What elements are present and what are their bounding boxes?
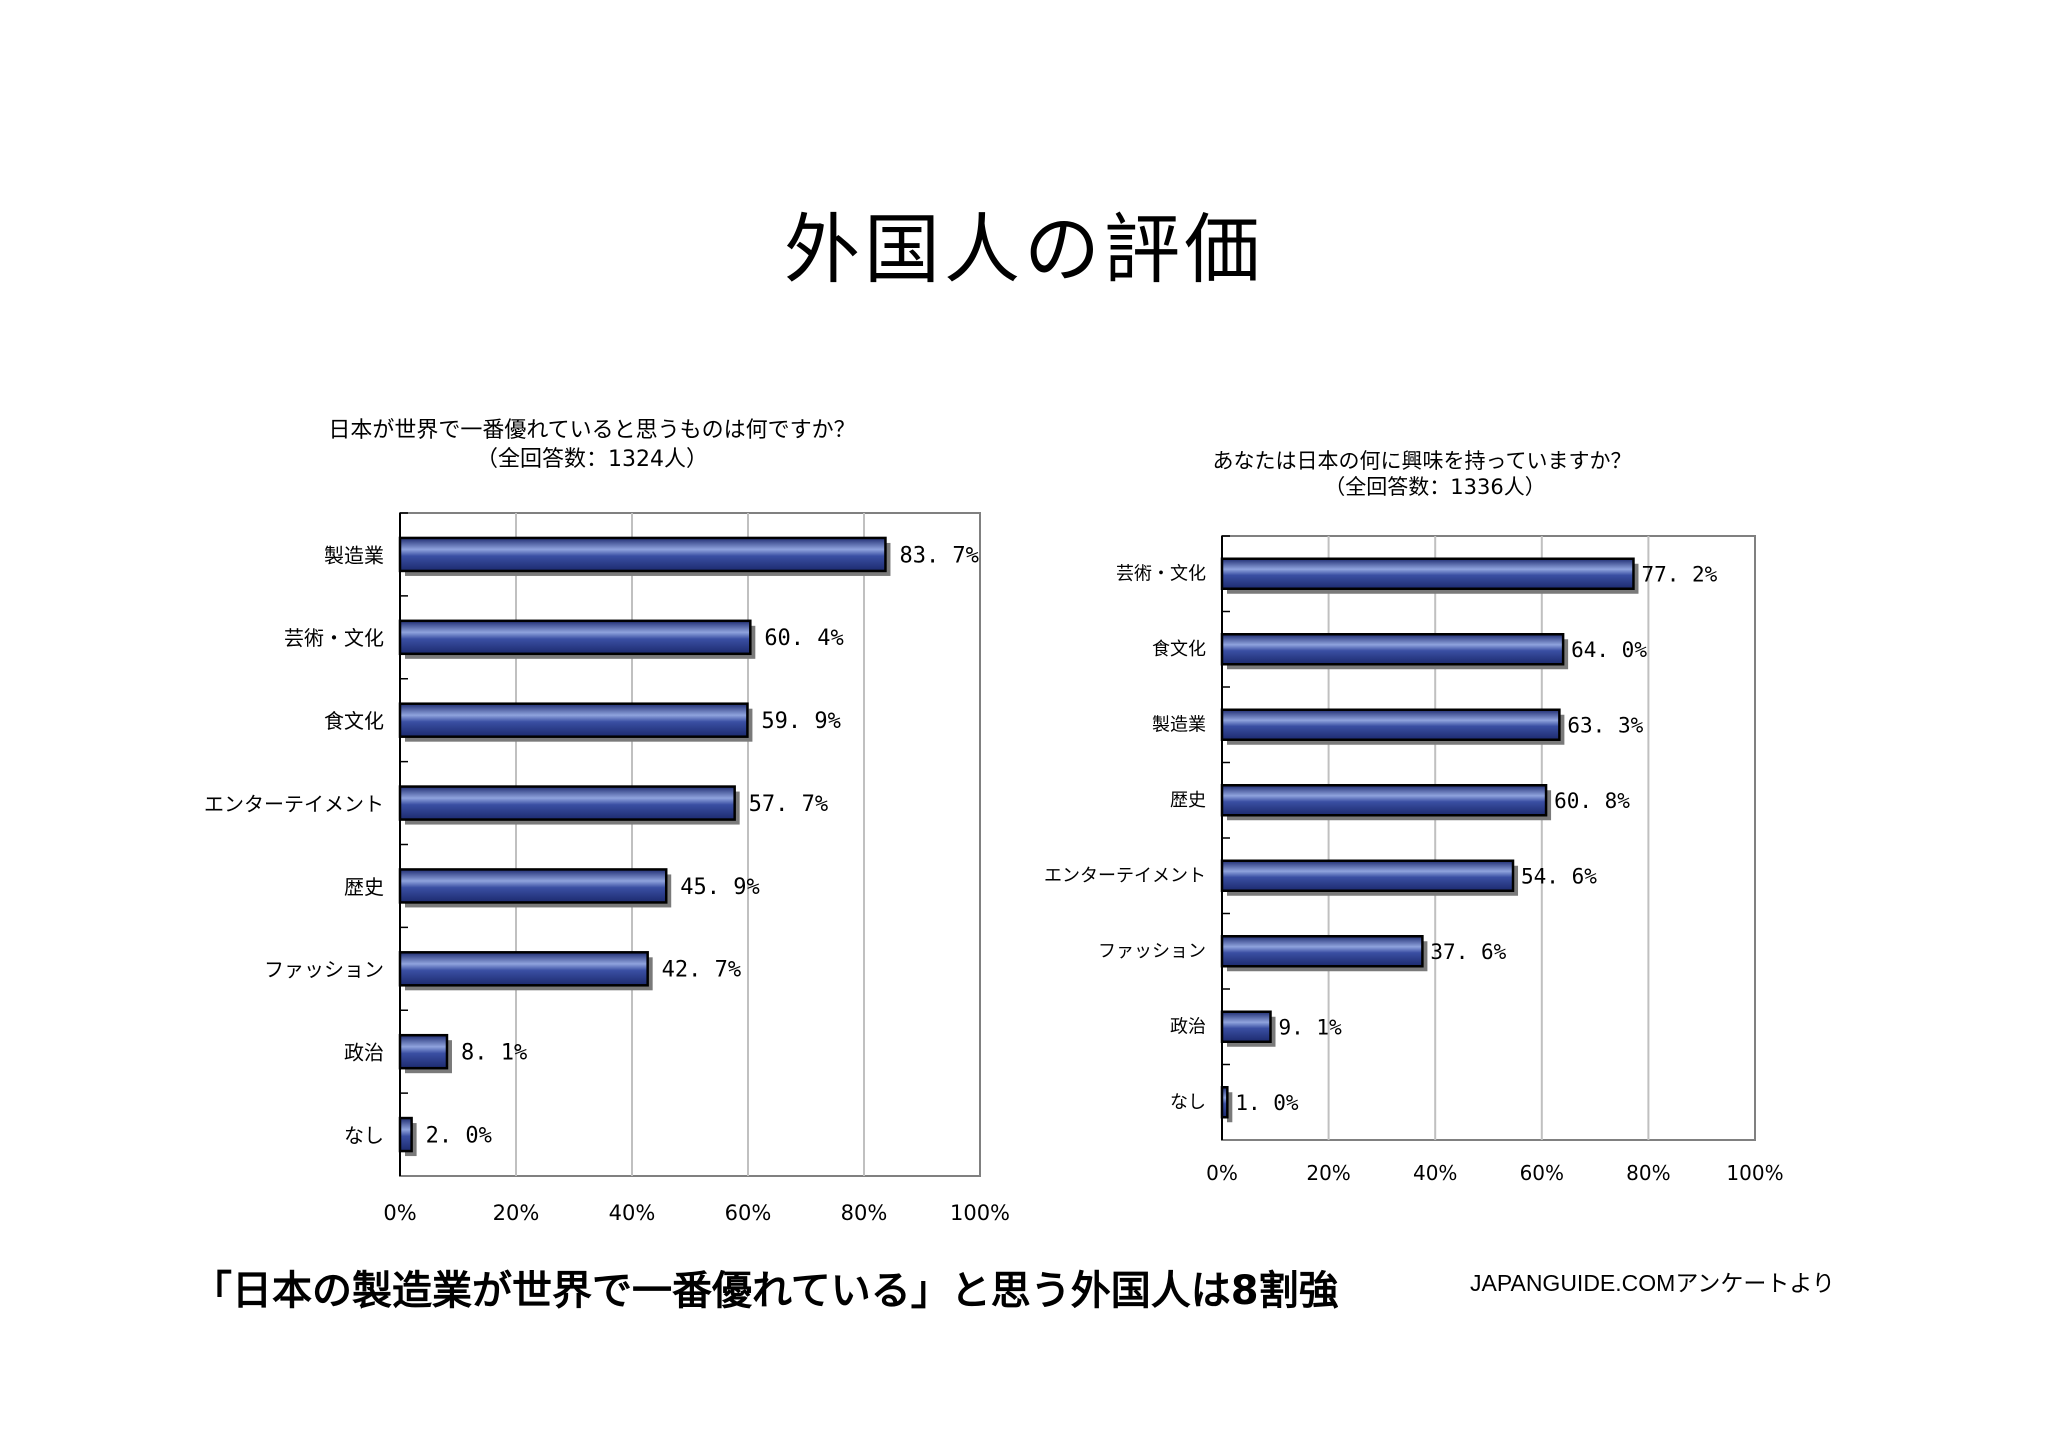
bar-value-label: 83. 7%	[899, 543, 978, 568]
page-title: 外国人の評価	[784, 205, 1264, 294]
x-tick-label: 80%	[841, 1201, 888, 1225]
category-label: エンターテイメント	[204, 792, 384, 816]
tick-labels: 0% 20% 40% 60% 80% 100% 製造業芸術・文化食文化エンターテイメント歴史…	[204, 543, 1010, 1225]
category-label: 歴史	[344, 875, 384, 899]
x-tick-label: 100%	[1726, 1161, 1783, 1185]
category-label: 政治	[1170, 1016, 1206, 1037]
bar-value-label: 63. 3%	[1567, 713, 1643, 737]
bar-group: 83. 7% 60. 4% 59. 9% 57. 7% 45. 9% 42. 7% 8. 1…	[398, 513, 979, 1176]
bar-value-label: 60. 4%	[764, 626, 843, 651]
footer-source: JAPANGUIDE.COMアンケートより	[1470, 1270, 1835, 1296]
x-tick-label: 80%	[1626, 1161, 1670, 1185]
bar	[398, 951, 649, 987]
bar	[1220, 935, 1424, 968]
bar-value-label: 59. 9%	[761, 709, 840, 734]
x-tick-label: 40%	[1413, 1161, 1457, 1185]
bar	[398, 868, 668, 904]
category-label: なし	[1170, 1092, 1206, 1113]
x-tick-label: 60%	[1520, 1161, 1564, 1185]
category-label: 芸術・文化	[1116, 563, 1206, 584]
plot-area	[1221, 535, 1756, 1141]
chart-subtitle: （全回答数：1336人）	[1324, 475, 1545, 499]
category-label: 食文化	[1152, 639, 1206, 660]
bar-value-label: 9. 1%	[1279, 1015, 1343, 1039]
x-tick-label: 60%	[725, 1201, 772, 1225]
bar-value-label: 57. 7%	[749, 792, 828, 817]
category-label: エンターテイメント	[1044, 865, 1206, 886]
footer-caption: 「日本の製造業が世界で一番優れている」と思う外国人は8割強	[192, 1268, 1339, 1314]
tick-labels: 0% 20% 40% 60% 80% 100% 芸術・文化食文化製造業歴史エンターテイメント…	[1044, 563, 1784, 1185]
category-label: 芸術・文化	[284, 626, 384, 650]
category-label: 製造業	[324, 543, 384, 567]
bar-value-label: 37. 6%	[1430, 940, 1506, 964]
bar	[1220, 633, 1565, 666]
x-tick-label: 100%	[950, 1201, 1010, 1225]
category-label: 政治	[344, 1041, 384, 1065]
bar	[1220, 1010, 1272, 1043]
x-tick-label: 20%	[1306, 1161, 1350, 1185]
category-label: なし	[344, 1123, 384, 1147]
chart-subtitle: （全回答数：1324人）	[476, 447, 708, 472]
bar-value-label: 8. 1%	[461, 1041, 527, 1066]
bar-value-label: 60. 8%	[1554, 789, 1630, 813]
bar-value-label: 45. 9%	[680, 875, 759, 900]
category-label: ファッション	[1098, 941, 1206, 962]
bar	[398, 536, 887, 573]
bar-value-label: 2. 0%	[426, 1123, 492, 1148]
x-tick-label: 0%	[383, 1201, 416, 1225]
category-label: 歴史	[1170, 790, 1206, 811]
bar	[398, 619, 752, 656]
bar	[1220, 784, 1548, 817]
chart-title: あなたは日本の何に興味を持っていますか？	[1213, 449, 1632, 473]
bar-value-label: 77. 2%	[1641, 562, 1717, 586]
bar-value-label: 54. 6%	[1521, 864, 1597, 888]
category-label: 製造業	[1152, 714, 1206, 735]
bar	[1220, 708, 1561, 741]
category-label: 食文化	[324, 709, 384, 733]
x-tick-label: 40%	[609, 1201, 656, 1225]
bar-value-label: 42. 7%	[662, 958, 741, 983]
bar-value-label: 64. 0%	[1571, 638, 1647, 662]
bar	[1220, 859, 1515, 892]
bar-value-label: 1. 0%	[1235, 1091, 1299, 1115]
x-tick-label: 20%	[493, 1201, 540, 1225]
bar-group: 77. 2% 64. 0% 63. 3% 60. 8% 54. 6% 37. 6% 9. 1…	[1220, 536, 1718, 1140]
x-tick-label: 0%	[1206, 1161, 1238, 1185]
bar	[1220, 557, 1635, 590]
bar-shadow	[1227, 1092, 1233, 1123]
bar	[398, 785, 736, 821]
category-label: ファッション	[264, 958, 384, 982]
chart-title: 日本が世界で一番優れていると思うものは何ですか？	[328, 418, 855, 443]
